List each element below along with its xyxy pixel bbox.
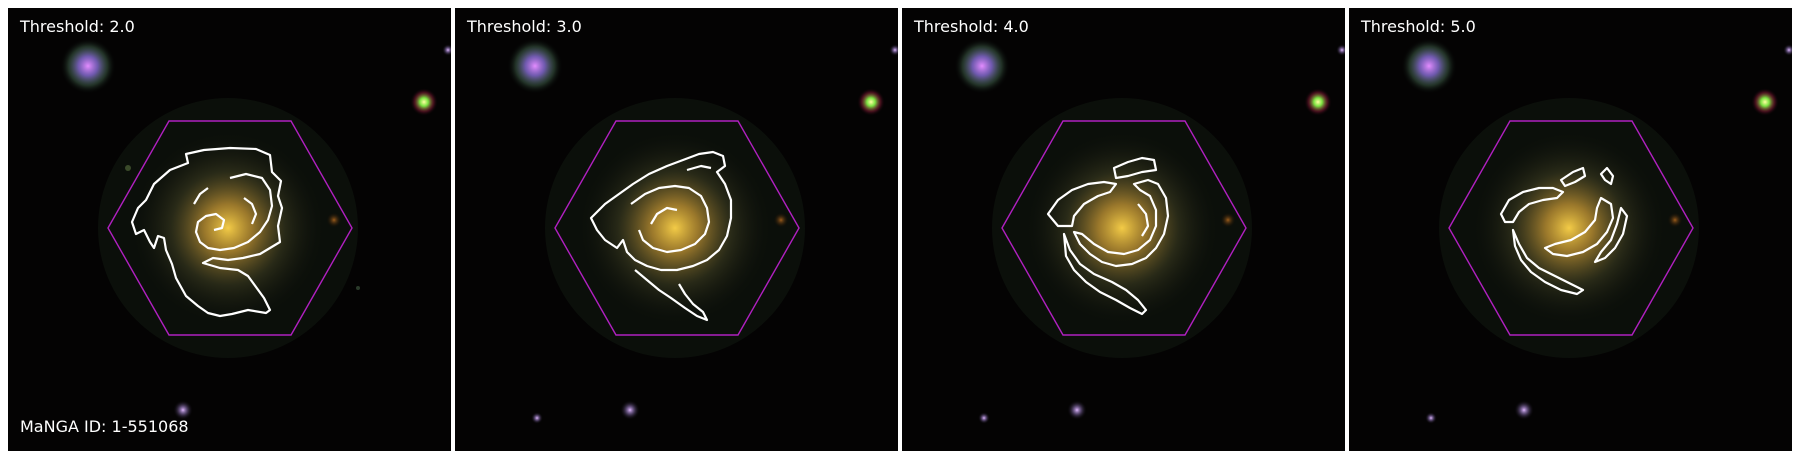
faint-star-lower <box>1514 400 1534 420</box>
green-star-right <box>1751 88 1779 116</box>
galaxy-image-1 <box>8 8 451 451</box>
bright-star-upper-left <box>1401 38 1457 94</box>
threshold-label: Threshold: 4.0 <box>914 17 1029 36</box>
faint-star-lower <box>1067 400 1087 420</box>
bright-star-upper-left <box>507 38 563 94</box>
arm-contours-icon <box>130 146 284 318</box>
green-star-right <box>1304 88 1332 116</box>
faint-star-lower <box>620 400 640 420</box>
green-star-right <box>857 88 885 116</box>
faint-star-lower <box>173 400 193 420</box>
galaxy-panel-4: Threshold: 5.0 <box>1349 8 1792 451</box>
galaxy-image-4 <box>1349 8 1792 451</box>
hexagon-footprint-icon <box>554 120 800 336</box>
arm-contours-icon <box>1046 156 1170 316</box>
galaxy-panel-1: Threshold: 2.0 MaNGA ID: 1-551068 <box>8 8 451 451</box>
arm-contours-icon <box>589 150 733 322</box>
galaxy-image-2 <box>455 8 898 451</box>
threshold-label: Threshold: 3.0 <box>467 17 582 36</box>
hexagon-footprint-icon <box>1001 120 1247 336</box>
galaxy-panel-2: Threshold: 3.0 <box>455 8 898 451</box>
threshold-label: Threshold: 2.0 <box>20 17 135 36</box>
arm-contours-icon <box>1499 166 1629 296</box>
bright-star-upper-left <box>60 38 116 94</box>
threshold-label: Threshold: 5.0 <box>1361 17 1476 36</box>
galaxy-image-3 <box>902 8 1345 451</box>
bright-star-upper-left <box>954 38 1010 94</box>
green-star-right <box>410 88 438 116</box>
manga-id-label: MaNGA ID: 1-551068 <box>20 417 189 436</box>
hexagon-footprint-icon <box>107 120 353 336</box>
hexagon-footprint-icon <box>1448 120 1694 336</box>
galaxy-panel-3: Threshold: 4.0 <box>902 8 1345 451</box>
